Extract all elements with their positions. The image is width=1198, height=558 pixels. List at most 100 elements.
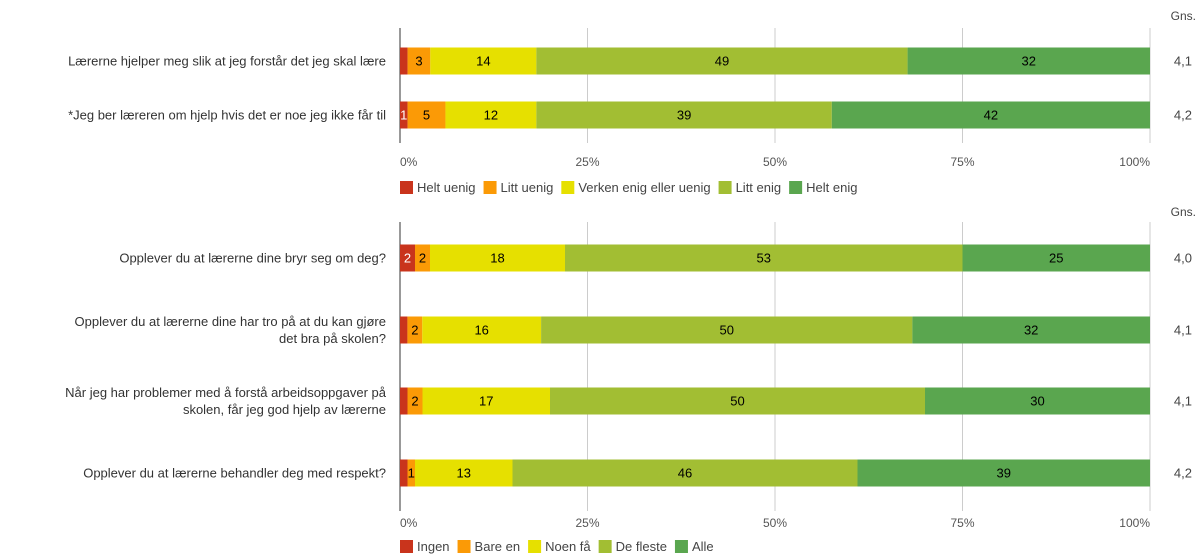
average-value: 4,2 xyxy=(1174,466,1192,481)
category-label: Når jeg har problemer med å forstå arbei… xyxy=(65,385,387,400)
tick-label: 100% xyxy=(1119,516,1150,530)
legend-swatch xyxy=(674,540,688,553)
bar-segment xyxy=(400,47,408,75)
data-label: 2 xyxy=(411,394,418,409)
data-label: 50 xyxy=(719,323,733,338)
category-label: Opplever du at lærerne dine bryr seg om … xyxy=(119,251,386,266)
bar-segment xyxy=(407,316,423,344)
average-value: 4,0 xyxy=(1174,251,1192,266)
bar-segment xyxy=(831,101,1150,129)
bar-segment xyxy=(536,47,908,75)
legend-swatch xyxy=(400,181,413,194)
bar-segment xyxy=(512,459,858,487)
legend-label: Litt uenig xyxy=(501,180,554,195)
average-header: Gns. xyxy=(1171,205,1196,219)
data-label: 17 xyxy=(479,394,493,409)
data-label: 32 xyxy=(1024,323,1038,338)
legend-swatch xyxy=(561,181,575,194)
chart-2: Gns. Opplever du at lærerne dine bryr seg… xyxy=(65,205,1196,554)
legend-label: De fleste xyxy=(616,539,667,554)
data-label: 42 xyxy=(984,108,998,123)
data-label: 12 xyxy=(484,108,498,123)
bar-segment xyxy=(430,47,537,75)
legend-item: Litt enig xyxy=(718,180,781,195)
data-label: 2 xyxy=(404,251,411,266)
data-label: 13 xyxy=(457,466,471,481)
bar-segment xyxy=(400,316,408,344)
data-label: 16 xyxy=(474,323,488,338)
bar-segment xyxy=(565,244,963,272)
data-label: 50 xyxy=(730,394,744,409)
legend: Ingen Bare en Noen få De fleste Alle xyxy=(400,539,714,554)
average-value: 4,1 xyxy=(1174,323,1192,338)
data-label: 3 xyxy=(415,54,422,69)
bar-segment xyxy=(912,316,1150,344)
data-label: 18 xyxy=(490,251,504,266)
data-label: 49 xyxy=(715,54,729,69)
category-label: Opplever du at lærerne behandler deg med… xyxy=(83,466,386,481)
data-label: 5 xyxy=(423,108,430,123)
legend-item: Litt uenig xyxy=(483,180,554,195)
legend-label: Alle xyxy=(692,539,714,554)
data-label: 1 xyxy=(408,466,415,481)
data-label: 39 xyxy=(997,466,1011,481)
tick-label: 75% xyxy=(950,155,974,169)
tick-label: 0% xyxy=(400,155,418,169)
bar-segment xyxy=(415,459,513,487)
legend-label: Verken enig eller uenig xyxy=(578,180,710,195)
legend-label: Ingen xyxy=(417,539,450,554)
category-label: *Jeg ber læreren om hjelp hvis det er no… xyxy=(68,108,386,123)
bar-segment xyxy=(430,244,565,272)
category-label: Lærerne hjelper meg slik at jeg forstår … xyxy=(68,54,386,69)
legend-item: Verken enig eller uenig xyxy=(561,180,711,195)
category-label: det bra på skolen? xyxy=(279,331,386,346)
legend-label: Noen få xyxy=(545,539,591,554)
data-label: 30 xyxy=(1030,394,1044,409)
bar-segment xyxy=(925,387,1150,415)
tick-label: 25% xyxy=(575,155,599,169)
legend-swatch xyxy=(457,540,471,553)
legend-swatch xyxy=(789,181,803,194)
data-label: 46 xyxy=(678,466,692,481)
legend-label: Bare en xyxy=(475,539,521,554)
legend-swatch xyxy=(400,540,413,553)
bar-segment xyxy=(407,101,446,129)
legend-item: De fleste xyxy=(598,539,667,554)
data-label: 25 xyxy=(1049,251,1063,266)
bar-segment xyxy=(407,459,415,487)
tick-label: 50% xyxy=(763,516,787,530)
bar-segment xyxy=(400,459,408,487)
bar-segment xyxy=(422,316,542,344)
data-label: 1 xyxy=(400,108,407,123)
legend-item: Bare en xyxy=(457,539,521,554)
average-header: Gns. xyxy=(1171,9,1196,23)
bar-segment xyxy=(400,387,408,415)
data-label: 14 xyxy=(476,54,490,69)
legend-item: Alle xyxy=(674,539,714,554)
legend-swatch xyxy=(483,181,497,194)
legend-item: Ingen xyxy=(400,539,450,554)
tick-label: 0% xyxy=(400,516,418,530)
bar-segment xyxy=(400,244,415,272)
bar-segment xyxy=(407,47,431,75)
average-value: 4,1 xyxy=(1174,394,1192,409)
bar-segment xyxy=(400,101,408,129)
data-label: 2 xyxy=(411,323,418,338)
bar-segment xyxy=(907,47,1150,75)
legend-label: Helt enig xyxy=(806,180,857,195)
average-value: 4,2 xyxy=(1174,108,1192,123)
data-label: 2 xyxy=(419,251,426,266)
data-label: 39 xyxy=(677,108,691,123)
legend-item: Noen få xyxy=(528,539,591,554)
legend-item: Helt uenig xyxy=(400,180,476,195)
bar-segment xyxy=(445,101,537,129)
bar-segment xyxy=(550,387,925,415)
legend-label: Helt uenig xyxy=(417,180,476,195)
category-label: Opplever du at lærerne dine har tro på a… xyxy=(75,314,386,329)
tick-label: 100% xyxy=(1119,155,1150,169)
chart-1: Gns. Lærerne hjelper meg slik at jeg fors… xyxy=(68,9,1196,195)
average-value: 4,1 xyxy=(1174,54,1192,69)
bar-segment xyxy=(536,101,832,129)
bar-segment xyxy=(422,387,550,415)
